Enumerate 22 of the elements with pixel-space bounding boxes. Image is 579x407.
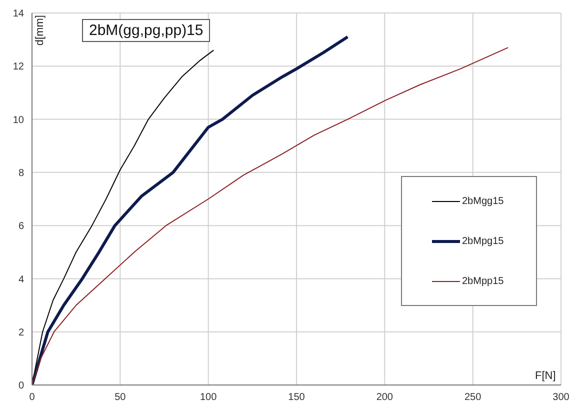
text: 2bM(gg,pg,pp)15	[82, 19, 210, 42]
y-tick-label: 8	[18, 168, 24, 179]
y-tick-label: 14	[12, 8, 24, 20]
line-series	[32, 47, 509, 385]
x-tick-label: 50	[114, 392, 126, 404]
legend-label: 2bMpg15	[462, 236, 504, 246]
y-tick-label: 6	[18, 221, 24, 232]
x-tick-label: 100	[200, 392, 218, 404]
legend-label: 2bMpp15	[462, 276, 504, 286]
y-tick-label: 10	[12, 114, 24, 126]
y-tick-label: 0	[18, 380, 24, 392]
y-axis-title: d[mm]	[34, 15, 46, 46]
y-tick-label: 4	[18, 274, 24, 286]
legend-label: 2bMgg15	[462, 196, 504, 206]
x-tick-label: 150	[288, 392, 306, 404]
x-tick-label: 0	[29, 392, 36, 404]
y-tick-label: 12	[12, 62, 24, 73]
x-tick-label: 200	[376, 392, 394, 404]
y-tick-label: 2	[18, 327, 24, 338]
x-tick-label: 300	[552, 392, 570, 404]
x-tick-label: 250	[464, 392, 482, 404]
x-axis-title: F[N]	[535, 370, 556, 382]
